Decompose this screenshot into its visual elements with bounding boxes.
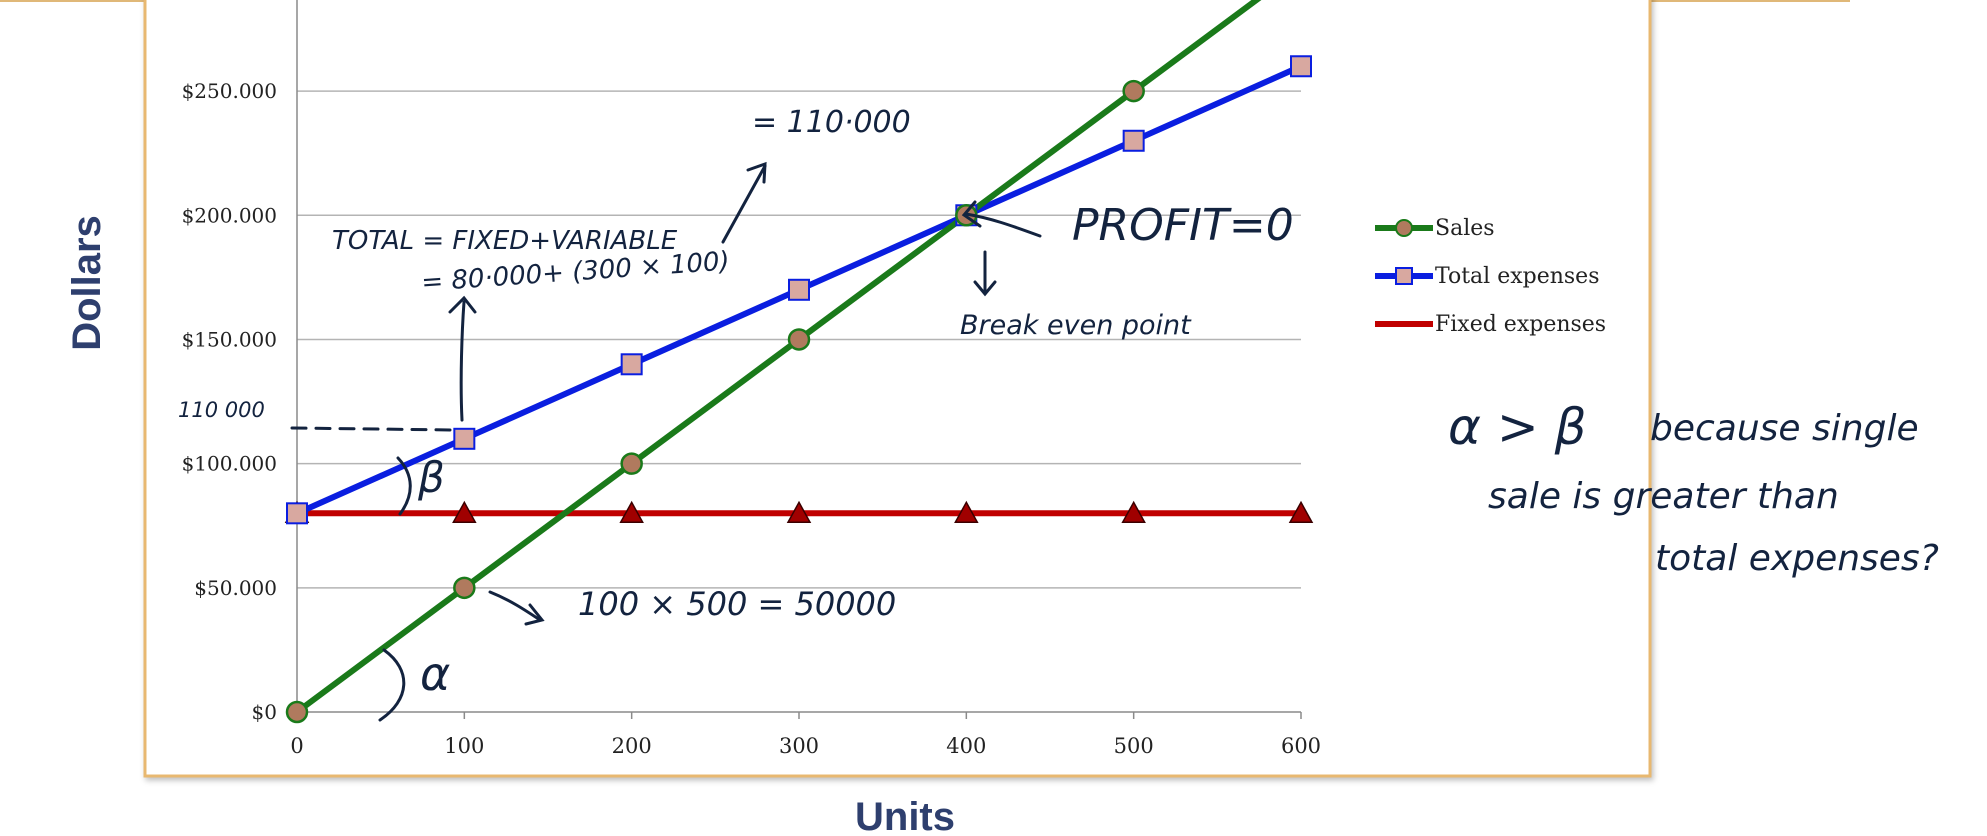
total-expenses-point — [453, 427, 476, 450]
x-tick-label: 500 — [1114, 734, 1154, 758]
sales-point — [787, 328, 811, 351]
fixed-expenses-point — [954, 500, 979, 524]
y-tick-label: $0 — [252, 700, 277, 724]
sales-calc-arrowhead — [524, 603, 545, 626]
beta-label: β — [417, 453, 445, 502]
beta-arc — [396, 456, 412, 516]
chart-frame — [143, 0, 1652, 778]
fixed-expenses-point — [452, 500, 477, 524]
y-tick-label: $250.000 — [182, 79, 277, 103]
compare-symbols: α > β — [1448, 398, 1587, 456]
series-markers — [284, 55, 1314, 724]
y-tick-label: $150.000 — [182, 327, 277, 351]
total-expenses-point — [1290, 55, 1312, 78]
legend-label: Sales — [1435, 216, 1495, 241]
y-axis-title: Dollars — [65, 215, 109, 351]
legend-label: Total expenses — [1435, 264, 1600, 289]
alpha-arc — [378, 648, 406, 722]
handwritten-annotations — [290, 161, 1042, 722]
y-tick-label: $100.000 — [182, 452, 277, 476]
sales-point — [453, 576, 476, 600]
total-expenses-point — [1122, 129, 1145, 152]
fixed-expenses-point — [619, 500, 644, 524]
compare-line-2: sale is greater than — [1488, 476, 1839, 517]
x-tick-labels: 0 100 200 300 400 500 600 — [290, 734, 1321, 758]
formula-arrow — [459, 300, 466, 422]
dashed-guide — [290, 426, 457, 432]
total-expenses-point — [286, 502, 308, 525]
sales-calc-arrow — [488, 590, 542, 622]
x-axis-title: Units — [855, 795, 955, 836]
y-note-text: 110 000 — [178, 398, 265, 422]
y-tick-labels: $0 $50.000 $100.000 $150.000 $200.000 $250.00… — [182, 79, 277, 724]
break-even-arrowhead — [973, 280, 997, 297]
legend: Sales Total expenses Fixed expenses — [1375, 216, 1606, 337]
total-expenses-point — [788, 278, 810, 301]
sales-calc-text: 100 × 500 = 50000 — [578, 585, 896, 623]
alpha-label: α — [420, 647, 450, 701]
result-arrow — [721, 164, 767, 244]
x-tick-label: 600 — [1281, 734, 1321, 758]
break-even-text: Break even point — [960, 310, 1192, 341]
fixed-expenses-point — [786, 500, 812, 524]
compare-line-1: because single — [1650, 408, 1919, 449]
formula-arrowhead — [448, 295, 477, 314]
compare-line-3: total expenses? — [1655, 538, 1939, 579]
legend-label: Fixed expenses — [1435, 312, 1606, 337]
formula-line-1: TOTAL = FIXED+VARIABLE — [332, 226, 678, 256]
x-tick-label: 0 — [290, 734, 303, 758]
y-tick-label: $50.000 — [194, 576, 277, 600]
fixed-expenses-point — [1121, 500, 1146, 524]
x-tick-label: 100 — [444, 734, 484, 758]
profit-text: PROFIT=0 — [1072, 200, 1294, 251]
profit-arrow — [964, 212, 1042, 238]
result-text: = 110·000 — [752, 105, 911, 140]
x-tick-label: 300 — [779, 734, 819, 758]
sales-point — [1122, 79, 1145, 103]
total-expenses-point — [620, 353, 643, 376]
legend-swatch-marker — [1395, 267, 1413, 285]
legend-swatch-marker — [1395, 219, 1413, 237]
result-arrowhead — [746, 161, 767, 184]
fixed-expenses-point — [1288, 500, 1314, 524]
x-tick-label: 200 — [612, 734, 652, 758]
sales-point — [620, 452, 643, 475]
sales-point — [285, 700, 309, 724]
profit-arrowhead — [961, 200, 982, 228]
x-tick-label: 400 — [946, 734, 986, 758]
y-tick-label: $200.000 — [182, 203, 277, 227]
